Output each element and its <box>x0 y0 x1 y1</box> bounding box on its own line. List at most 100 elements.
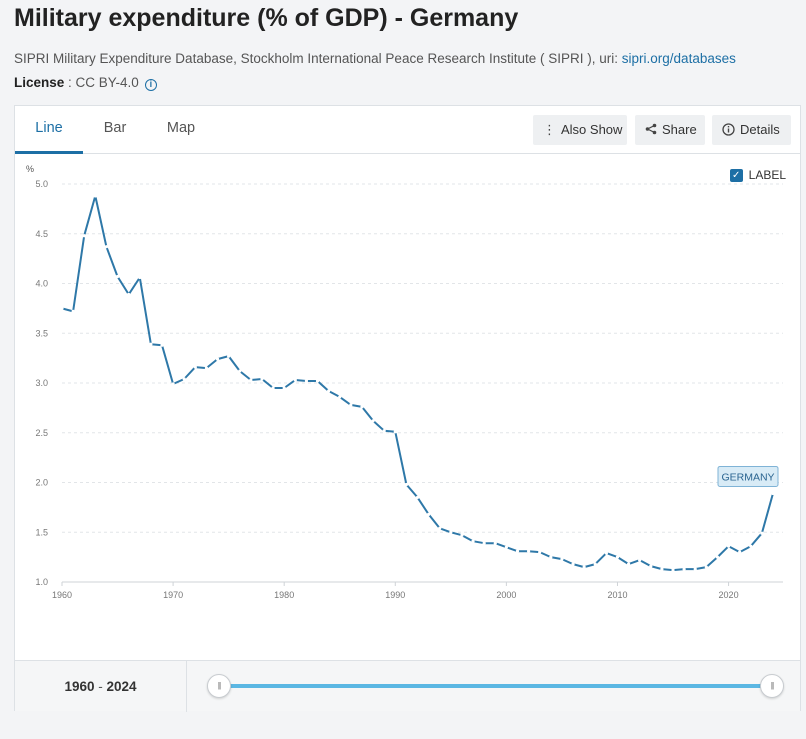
data-point <box>738 550 742 554</box>
license-label: License <box>14 75 65 90</box>
data-point <box>338 395 342 399</box>
data-point <box>671 568 675 572</box>
source-link[interactable]: sipri.org/databases <box>621 51 736 66</box>
x-tick-label: 2000 <box>496 590 516 600</box>
data-point <box>571 562 575 566</box>
data-point <box>560 557 564 561</box>
data-point <box>271 386 275 390</box>
data-point <box>82 234 86 238</box>
line-chart: 1.0 1.5 2.0 2.5 3.0 3.5 4.0 4.5 5.0% 1960 1970 1980… <box>26 164 783 600</box>
data-point <box>182 377 186 381</box>
more-vertical-icon: ⋮ <box>543 122 556 137</box>
data-point <box>171 382 175 386</box>
y-tick-label: 3.0 <box>35 378 48 388</box>
data-point <box>549 555 553 559</box>
data-point <box>204 366 209 370</box>
data-point <box>371 419 375 423</box>
data-point <box>449 530 453 534</box>
info-icon[interactable]: i <box>144 79 157 91</box>
data-point <box>471 539 475 543</box>
also-show-button[interactable]: ⋮ Also Show <box>533 115 627 145</box>
checkbox-checked-icon[interactable]: ✓ <box>729 168 743 182</box>
range-slider-start-handle[interactable]: ||| <box>207 674 231 698</box>
y-tick-label: 2.0 <box>35 478 48 488</box>
year-range-label: 1960 - 2024 <box>15 661 187 712</box>
data-point <box>626 562 631 566</box>
data-point <box>438 526 442 530</box>
range-slider-track[interactable] <box>220 684 773 688</box>
data-point <box>704 565 708 569</box>
data-point <box>293 378 297 382</box>
data-point <box>215 357 220 361</box>
x-tick-label: 1960 <box>52 590 72 600</box>
data-point <box>726 544 731 548</box>
y-tick-label: 1.0 <box>35 577 48 587</box>
data-point <box>504 545 508 549</box>
x-tick-label: 1990 <box>385 590 405 600</box>
range-start: 1960 <box>64 679 95 694</box>
page-title: Military expenditure (% of GDP) - German… <box>14 4 519 32</box>
data-point <box>315 379 320 383</box>
data-point <box>193 365 197 369</box>
y-tick-label: 4.0 <box>35 279 48 289</box>
data-point <box>227 354 231 358</box>
tab-line[interactable]: Line <box>15 106 83 154</box>
data-point <box>582 565 586 569</box>
data-point <box>282 386 286 390</box>
label-toggle[interactable]: ✓ LABEL <box>729 168 786 182</box>
share-label: Share <box>662 122 697 137</box>
data-point <box>615 555 620 559</box>
data-point <box>771 491 775 496</box>
data-point <box>260 377 264 381</box>
also-show-label: Also Show <box>561 122 623 137</box>
data-point <box>127 292 131 297</box>
y-tick-label: 5.0 <box>35 179 48 189</box>
license-value: : CC BY-4.0 <box>64 75 139 90</box>
data-point <box>160 343 164 347</box>
data-point <box>715 555 720 559</box>
data-point <box>693 567 697 571</box>
data-point <box>238 369 242 373</box>
share-icon <box>645 115 657 145</box>
data-point <box>493 541 497 545</box>
series-end-label: GERMANY <box>721 471 774 483</box>
data-point <box>60 306 64 310</box>
data-point <box>515 549 520 553</box>
y-tick-label: 3.5 <box>35 328 48 338</box>
y-axis-label: % <box>26 164 34 174</box>
data-point <box>415 495 420 500</box>
x-tick-label: 1970 <box>163 590 183 600</box>
data-point <box>482 541 486 545</box>
x-tick-label: 2010 <box>607 590 627 600</box>
chart-card: Line Bar Map ⋮ Also Show Share Details ✓ L… <box>14 105 801 712</box>
data-point <box>115 274 120 279</box>
data-point <box>649 564 653 568</box>
data-point <box>138 275 142 280</box>
range-slider-end-handle[interactable]: ||| <box>760 674 784 698</box>
data-point <box>460 533 464 537</box>
series-end-label-box <box>717 465 779 487</box>
tab-map[interactable]: Map <box>166 120 196 136</box>
info-circle-icon <box>722 115 735 145</box>
data-point <box>104 245 109 249</box>
data-point <box>593 562 597 566</box>
tab-bar[interactable]: Bar <box>103 120 127 136</box>
details-label: Details <box>740 122 780 137</box>
details-button[interactable]: Details <box>712 115 791 145</box>
share-button[interactable]: Share <box>635 115 705 145</box>
data-point <box>71 309 75 313</box>
data-point <box>382 429 386 433</box>
data-point <box>749 544 753 548</box>
data-point <box>327 389 331 393</box>
data-point <box>360 405 364 409</box>
x-tick-label: 1980 <box>274 590 294 600</box>
data-point <box>638 558 642 562</box>
data-point <box>249 378 253 382</box>
range-separator: - <box>94 679 107 694</box>
source-line: SIPRI Military Expenditure Database, Sto… <box>14 51 736 66</box>
data-point <box>93 194 97 198</box>
range-end: 2024 <box>106 679 137 694</box>
y-tick-label: 4.5 <box>35 229 48 239</box>
data-point <box>604 551 608 555</box>
data-point <box>404 482 408 487</box>
